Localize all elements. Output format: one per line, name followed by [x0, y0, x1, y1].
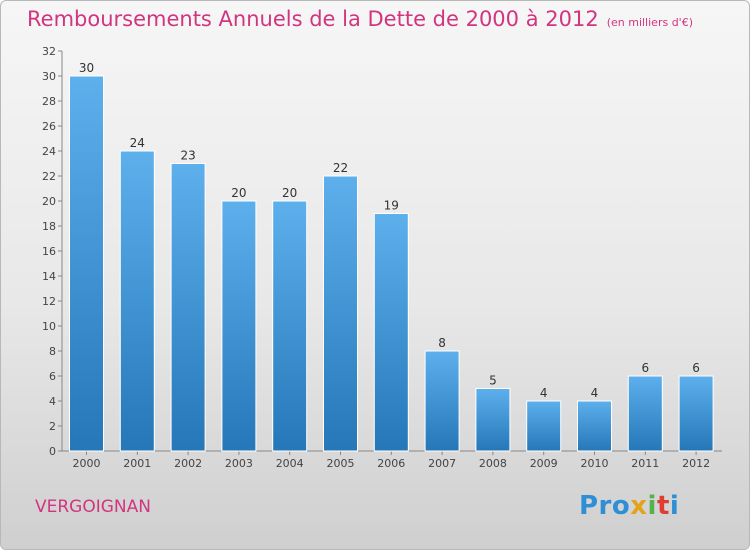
- chart-unit: (en milliers d'€): [606, 16, 693, 29]
- y-tick-label: 28: [42, 95, 56, 108]
- chart-title: Remboursements Annuels de la Dette de 20…: [27, 7, 693, 31]
- x-tick-label: 2000: [73, 457, 101, 470]
- x-tick-label: 2003: [225, 457, 253, 470]
- bar-2001: [119, 150, 155, 452]
- data-label: 20: [231, 186, 246, 200]
- data-label: 5: [489, 374, 497, 388]
- bar-2009: [526, 400, 562, 452]
- y-tick-label: 12: [42, 295, 56, 308]
- bar-2012: [678, 375, 714, 452]
- x-tick-label: 2012: [682, 457, 710, 470]
- y-tick-label: 30: [42, 70, 56, 83]
- x-tick-label: 2006: [377, 457, 405, 470]
- x-tick-label: 2001: [123, 457, 151, 470]
- y-tick-label: 2: [49, 420, 56, 433]
- proxiti-logo[interactable]: Proxiti: [579, 491, 680, 521]
- y-tick-label: 10: [42, 320, 56, 333]
- y-tick-label: 0: [49, 445, 56, 458]
- data-label: 30: [79, 61, 94, 75]
- x-tick-label: 2005: [327, 457, 355, 470]
- data-label: 23: [180, 149, 195, 163]
- commune-name: VERGOIGNAN: [35, 497, 151, 517]
- y-tick-label: 6: [49, 370, 56, 383]
- data-label: 4: [591, 386, 599, 400]
- data-label: 22: [333, 161, 348, 175]
- data-label: 6: [641, 361, 649, 375]
- bar-2004: [272, 200, 308, 452]
- bar-2000: [69, 75, 104, 452]
- x-tick-label: 2010: [581, 457, 609, 470]
- y-tick-label: 26: [42, 120, 56, 133]
- x-tick-label: 2004: [276, 457, 304, 470]
- x-tick-label: 2007: [428, 457, 456, 470]
- bar-2003: [221, 200, 257, 452]
- bar-2011: [627, 375, 663, 452]
- bar-2008: [475, 388, 511, 452]
- bar-2002: [170, 163, 206, 452]
- bar-2010: [577, 400, 612, 452]
- bar-2006: [373, 213, 409, 452]
- y-tick-label: 16: [42, 245, 56, 258]
- y-tick-label: 4: [49, 395, 56, 408]
- y-tick-label: 20: [42, 195, 56, 208]
- data-label: 24: [130, 136, 145, 150]
- y-tick-label: 14: [42, 270, 56, 283]
- x-tick-label: 2009: [530, 457, 558, 470]
- y-tick-label: 8: [49, 345, 56, 358]
- data-label: 19: [384, 199, 399, 213]
- y-tick-label: 24: [42, 145, 56, 158]
- bar-2007: [424, 350, 460, 452]
- chart-title-text: Remboursements Annuels de la Dette de 20…: [27, 7, 599, 31]
- x-tick-label: 2008: [479, 457, 507, 470]
- x-tick-label: 2011: [631, 457, 659, 470]
- x-tick-label: 2002: [174, 457, 202, 470]
- bar-2005: [323, 175, 358, 452]
- y-tick-label: 18: [42, 220, 56, 233]
- data-label: 4: [540, 386, 548, 400]
- y-tick-label: 22: [42, 170, 56, 183]
- data-label: 20: [282, 186, 297, 200]
- data-label: 8: [438, 336, 446, 350]
- y-tick-label: 32: [42, 45, 56, 58]
- data-label: 6: [692, 361, 700, 375]
